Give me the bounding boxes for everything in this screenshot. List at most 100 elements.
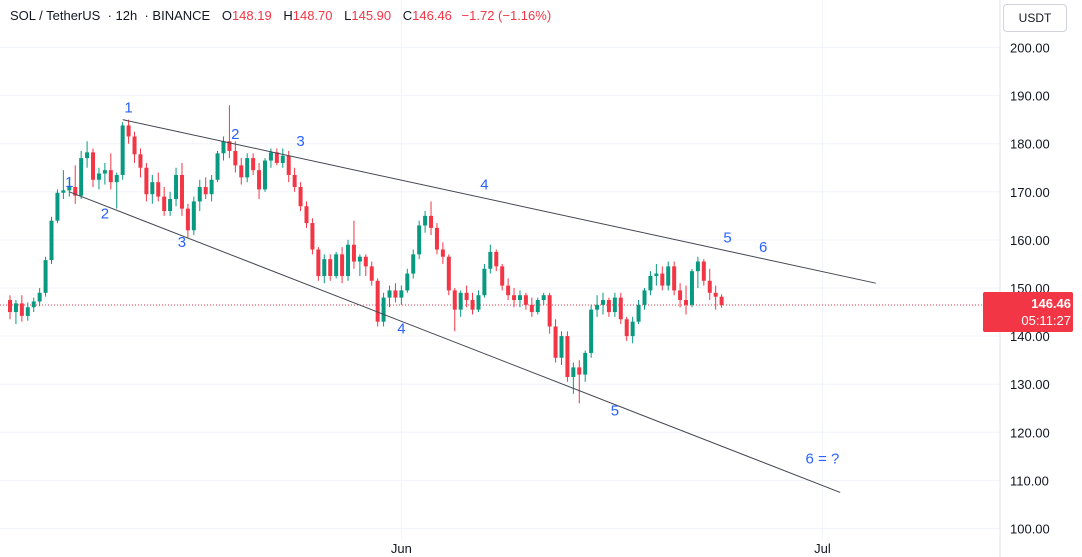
candle-down — [340, 247, 345, 284]
candle-down — [144, 162, 149, 202]
candle-body — [310, 223, 315, 250]
candle-body — [565, 336, 570, 377]
candle-up — [43, 256, 48, 297]
price-tick-label: 200.00 — [1010, 41, 1050, 56]
candle-body — [215, 153, 220, 180]
candle-body — [541, 295, 546, 301]
candle-up — [55, 189, 60, 224]
candle-body — [666, 266, 671, 286]
currency-button[interactable]: USDT — [1003, 4, 1067, 32]
candle-body — [446, 256, 451, 291]
candle-down — [464, 285, 469, 308]
candle-down — [446, 254, 451, 296]
candle-body — [624, 319, 629, 337]
candle-body — [203, 186, 208, 195]
candle-body — [257, 170, 262, 190]
exchange-label: BINANCE — [152, 8, 211, 23]
candle-body — [423, 215, 428, 226]
candle-body — [601, 300, 605, 305]
candle-up — [262, 158, 267, 192]
symbol-name[interactable]: SOL / TetherUS — [10, 8, 101, 23]
candle-body — [346, 244, 351, 276]
candle-down — [523, 292, 528, 310]
candle-down — [429, 201, 434, 236]
candle-body — [678, 290, 683, 301]
candle-body — [185, 208, 190, 231]
candle-down — [672, 261, 677, 296]
candle-down — [375, 278, 380, 327]
trendline-lower[interactable] — [69, 191, 841, 493]
candle-body — [79, 158, 84, 196]
wave-label: 5 — [723, 229, 731, 246]
candle-down — [239, 158, 244, 185]
candle-body — [85, 152, 90, 159]
candle-down — [179, 162, 184, 216]
candle-up — [595, 295, 600, 317]
candle-body — [351, 244, 356, 262]
candle-up — [79, 150, 84, 200]
wave-label: 2 — [231, 126, 239, 143]
time-axis[interactable]: Jun Jul — [391, 541, 831, 556]
candle-up — [535, 297, 540, 315]
candle-down — [233, 141, 238, 173]
candle-down — [547, 292, 552, 334]
candle-body — [328, 259, 333, 276]
candle-down — [156, 172, 161, 202]
candle-down — [440, 242, 445, 264]
wave-label: 3 — [296, 133, 304, 150]
candle-body — [363, 256, 368, 267]
candle-up — [689, 268, 694, 308]
price-tick-label: 130.00 — [1010, 377, 1050, 392]
candle-body — [357, 256, 362, 262]
wave-label: 6 — [759, 239, 767, 256]
candle-body — [227, 141, 232, 151]
candle-body — [440, 249, 445, 257]
candle-body — [482, 268, 487, 296]
candle-body — [144, 167, 149, 195]
wave-label: 6 = ? — [806, 451, 840, 468]
candle-down — [162, 186, 167, 216]
trendline-upper[interactable] — [122, 119, 876, 284]
candle-body — [340, 254, 345, 276]
candle-body — [417, 225, 422, 255]
price-axis[interactable]: 100.00110.00120.00130.00140.00150.00160.… — [1010, 41, 1050, 537]
candle-down — [553, 319, 558, 363]
candle-body — [470, 300, 475, 310]
candle-up — [346, 239, 351, 281]
price-tick-label: 100.00 — [1010, 522, 1050, 537]
trendlines[interactable] — [69, 119, 876, 493]
candle-down — [606, 297, 611, 317]
high-key: H — [283, 8, 293, 23]
close-key: C — [402, 8, 413, 23]
candle-down — [316, 247, 321, 281]
candle-down — [274, 148, 279, 166]
interval-label[interactable]: 12h — [115, 8, 138, 23]
candle-body — [660, 273, 665, 286]
candle-down — [713, 285, 718, 310]
candle-body — [19, 303, 24, 316]
candle-up — [197, 179, 202, 212]
candle-down — [126, 119, 131, 144]
candle-down — [624, 316, 629, 341]
low-value: 145.90 — [351, 8, 392, 23]
candle-up — [648, 271, 653, 296]
candle-body — [262, 160, 267, 190]
candle-down — [707, 268, 712, 301]
candle-body — [108, 170, 113, 183]
candle-body — [221, 141, 226, 154]
last-price-badge: 146.46 05:11:27 — [983, 292, 1073, 332]
candle-body — [494, 251, 499, 267]
candle-body — [334, 254, 339, 276]
candle-body — [476, 295, 481, 310]
candle-body — [654, 273, 659, 276]
candle-down — [494, 249, 499, 272]
candle-body — [583, 352, 588, 375]
candle-body — [689, 271, 694, 305]
candle-up — [191, 196, 196, 236]
candle-up — [280, 148, 285, 168]
wave-label: 1 — [65, 174, 73, 191]
candle-body — [292, 174, 297, 187]
candle-body — [304, 206, 309, 224]
candle-body — [132, 136, 137, 155]
